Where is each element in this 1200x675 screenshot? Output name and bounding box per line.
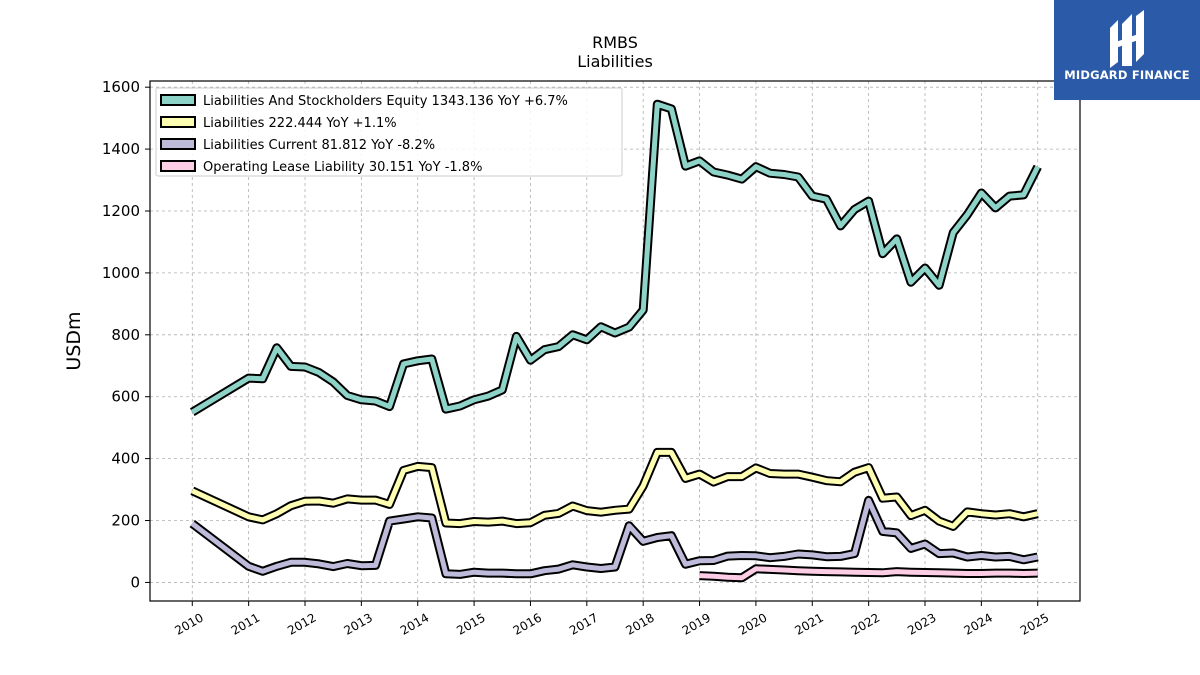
- chart-title: RMBS: [592, 33, 638, 52]
- y-axis: 0 200 400 600 800 1000 1200 1400 1600: [102, 78, 150, 591]
- y-tick-label: 800: [111, 326, 140, 344]
- x-tick-label: 2012: [285, 610, 318, 637]
- x-tick-label: 2017: [567, 610, 600, 637]
- x-tick-label: 2024: [962, 610, 995, 637]
- series-liabilities: [190, 447, 1039, 531]
- chart-subtitle: Liabilities: [577, 52, 653, 71]
- series-line: [191, 449, 1039, 529]
- series-liabilities-current: [189, 495, 1039, 579]
- series-lines: [189, 99, 1042, 583]
- y-tick-label: 200: [111, 512, 140, 530]
- x-tick-label: 2021: [792, 610, 825, 637]
- y-tick-label: 1000: [102, 264, 140, 282]
- legend-item: Liabilities 222.444 YoY +1.1%: [160, 116, 397, 131]
- x-tick-label: 2018: [623, 610, 656, 637]
- series-line: [191, 101, 1040, 415]
- y-tick-label: 1600: [102, 78, 140, 96]
- plot-area: [149, 80, 1081, 602]
- legend-label: Operating Lease Liability 30.151 YoY -1.…: [203, 160, 482, 175]
- y-tick-label: 0: [130, 573, 140, 591]
- x-tick-label: 2019: [680, 610, 713, 637]
- y-tick-label: 600: [111, 388, 140, 406]
- series-line: [699, 566, 1038, 581]
- x-tick-label: 2011: [229, 610, 262, 637]
- x-tick-label: 2015: [454, 610, 487, 637]
- y-tick-label: 400: [111, 450, 140, 468]
- x-tick-label: 2023: [905, 610, 938, 637]
- x-tick-label: 2010: [172, 610, 205, 637]
- x-tick-label: 2013: [342, 610, 375, 637]
- series-liabilities-and-stockholders-equity: [189, 99, 1042, 417]
- logo-text: MIDGARD FINANCE: [1064, 68, 1190, 82]
- y-tick-label: 1200: [102, 202, 140, 220]
- legend-swatch: [160, 160, 196, 172]
- x-axis: 2010 2011 2012 2013 2014 2015 2016 2017 2018 2019…: [172, 601, 1051, 638]
- legend: Liabilities And Stockholders Equity 1343…: [155, 87, 623, 177]
- y-axis-label: USDm: [63, 311, 85, 370]
- x-tick-label: 2014: [398, 610, 431, 637]
- legend-item: Operating Lease Liability 30.151 YoY -1.…: [160, 160, 482, 175]
- legend-label: Liabilities And Stockholders Equity 1343…: [203, 94, 568, 109]
- x-tick-label: 2020: [736, 610, 769, 637]
- legend-label: Liabilities Current 81.812 YoY -8.2%: [203, 138, 435, 153]
- midgard-finance-logo: MIDGARD FINANCE: [1054, 0, 1200, 100]
- legend-box: [155, 87, 623, 177]
- series-line: [190, 497, 1039, 577]
- legend-label: Liabilities 222.444 YoY +1.1%: [203, 116, 397, 131]
- x-tick-label: 2016: [511, 610, 544, 637]
- x-tick-label: 2025: [1018, 610, 1051, 637]
- legend-item: Liabilities And Stockholders Equity 1343…: [160, 94, 568, 109]
- legend-swatch: [160, 94, 196, 106]
- legend-swatch: [160, 138, 196, 150]
- x-tick-label: 2022: [849, 610, 882, 637]
- legend-item: Liabilities Current 81.812 YoY -8.2%: [160, 138, 435, 153]
- logo-mark-icon: [1110, 10, 1144, 68]
- series-operating-lease-liability: [699, 564, 1038, 583]
- legend-swatch: [160, 116, 196, 128]
- y-tick-label: 1400: [102, 140, 140, 158]
